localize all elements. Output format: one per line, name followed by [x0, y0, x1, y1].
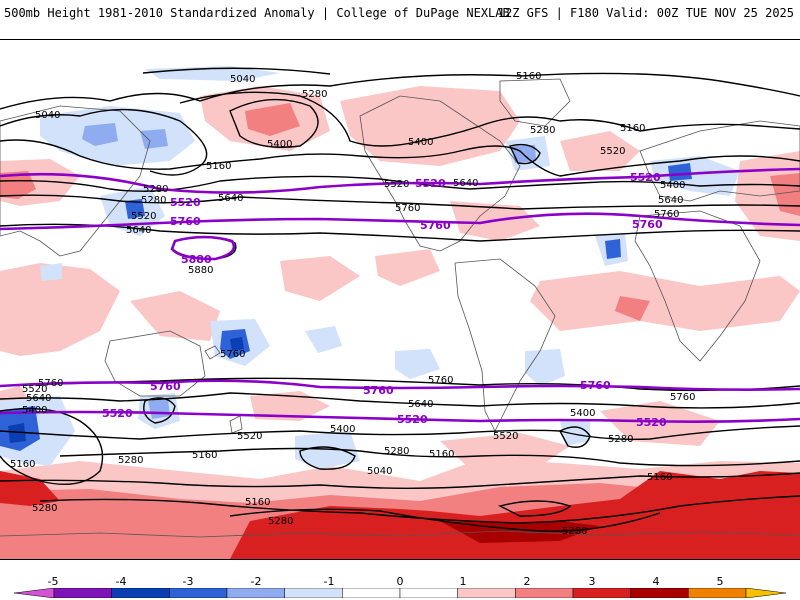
contour-label: 5400 [408, 137, 433, 148]
contour-label: 5280 [302, 89, 327, 100]
contour-label: 5760 [654, 209, 679, 220]
height-contours [0, 67, 800, 532]
contour-label: 5520 [600, 146, 625, 157]
contour-label: 5640 [126, 225, 151, 236]
reference-contours [0, 167, 800, 423]
colorbar-tick: 0 [396, 575, 404, 588]
colorbar-tick: 1 [459, 575, 467, 588]
contour-label: 5640 [408, 399, 433, 410]
contour-label: 5040 [230, 74, 255, 85]
colorbar-swatch [572, 588, 631, 598]
reference-label: 5760 [420, 219, 451, 232]
colorbar-swatch [226, 588, 285, 598]
colorbar-swatch [111, 588, 170, 598]
colorbar-swatch [688, 588, 747, 598]
colorbar-swatch [284, 588, 343, 598]
colorbar-tick: 3 [588, 575, 596, 588]
contour-label: 5760 [38, 378, 63, 389]
contour-label: 5640 [218, 193, 243, 204]
map-title: 500mb Height 1981-2010 Standardized Anom… [4, 6, 510, 20]
colorbar-swatch [169, 588, 228, 598]
contour-label: 5280 [118, 455, 143, 466]
contour-label: 5760 [220, 349, 245, 360]
colorbar-swatch [342, 588, 401, 598]
reference-label: 5520 [636, 416, 667, 429]
reference-label: 5760 [363, 384, 394, 397]
contour-label: 5160 [10, 459, 35, 470]
contour-label-group: 5040 5160 5280 5040 5400 5160 5280 5400 … [10, 71, 695, 537]
contour-label: 5760 [670, 392, 695, 403]
colorbar-arrow-left [14, 588, 55, 598]
colorbar-arrow-right [745, 588, 786, 598]
colorbar-tick: -1 [323, 575, 335, 588]
contour-label: 5760 [395, 203, 420, 214]
contour-label: 5160 [206, 161, 231, 172]
reference-label: 5520 [397, 413, 428, 426]
contour-label: 5520 [493, 431, 518, 442]
anomaly-map[interactable]: 5040 5160 5280 5040 5400 5160 5280 5400 … [0, 39, 800, 560]
colorbar-tick: -2 [250, 575, 262, 588]
contour-label: 5040 [35, 110, 60, 121]
colorbar-swatch [630, 588, 689, 598]
contour-label: 5280 [530, 125, 555, 136]
contour-label: 5280 [384, 446, 409, 457]
contour-label: 5040 [367, 466, 392, 477]
contour-label: 5760 [428, 375, 453, 386]
reference-label: 5520 [415, 177, 446, 190]
contour-label: 5520 [384, 179, 409, 190]
contour-label: 5640 [658, 195, 683, 206]
contour-label: 5160 [192, 450, 217, 461]
colorbar-tick: 4 [652, 575, 660, 588]
contour-label: 5400 [570, 408, 595, 419]
contour-label: 5280 [608, 434, 633, 445]
contour-label: 5280 [143, 184, 168, 195]
contour-label: 5280 [268, 516, 293, 527]
contour-label: 5160 [516, 71, 541, 82]
colorbar-tick: -4 [115, 575, 127, 588]
contour-label: 5520 [237, 431, 262, 442]
contour-label: 5400 [267, 139, 292, 150]
colorbar-tick: -3 [182, 575, 194, 588]
contour-label: 5280 [562, 526, 587, 537]
contour-label: 5640 [453, 178, 478, 189]
contour-label: 5400 [660, 180, 685, 191]
contour-label: 5520 [131, 211, 156, 222]
contour-label: 5400 [330, 424, 355, 435]
colorbar-tick: 5 [716, 575, 724, 588]
contour-label: 5280 [32, 503, 57, 514]
contour-label: 5280 [141, 195, 166, 206]
contour-label: 5160 [620, 123, 645, 134]
colorbar-swatch [457, 588, 516, 598]
reference-label: 5760 [150, 380, 181, 393]
reference-label: 5760 [170, 215, 201, 228]
colorbar-tick: -5 [47, 575, 59, 588]
contour-label: 5880 [188, 265, 213, 276]
reference-label: 5520 [102, 407, 133, 420]
contour-label: 5640 [26, 393, 51, 404]
colorbar-swatch [515, 588, 574, 598]
reference-label: 5760 [580, 379, 611, 392]
colorbar-swatch [399, 588, 458, 598]
contour-label: 5400 [22, 405, 47, 416]
anomaly-shading [0, 66, 800, 559]
colorbar-swatch [53, 588, 112, 598]
contour-label: 5160 [245, 497, 270, 508]
contour-label: 5160 [647, 472, 672, 483]
colorbar-ramp [14, 588, 786, 598]
reference-label: 5880 [181, 253, 212, 266]
reference-label: 5520 [170, 196, 201, 209]
reference-label: 5520 [630, 171, 661, 184]
contour-label: 5160 [429, 449, 454, 460]
contour-label: 5520 [22, 384, 47, 395]
colorbar-tick: 2 [523, 575, 531, 588]
reference-label: 5760 [632, 218, 663, 231]
model-run-info: 12Z GFS | F180 Valid: 00Z TUE NOV 25 202… [497, 6, 794, 20]
reference-label-group: 5520 5520 5520 5760 5760 5760 5880 5760 … [102, 171, 667, 429]
